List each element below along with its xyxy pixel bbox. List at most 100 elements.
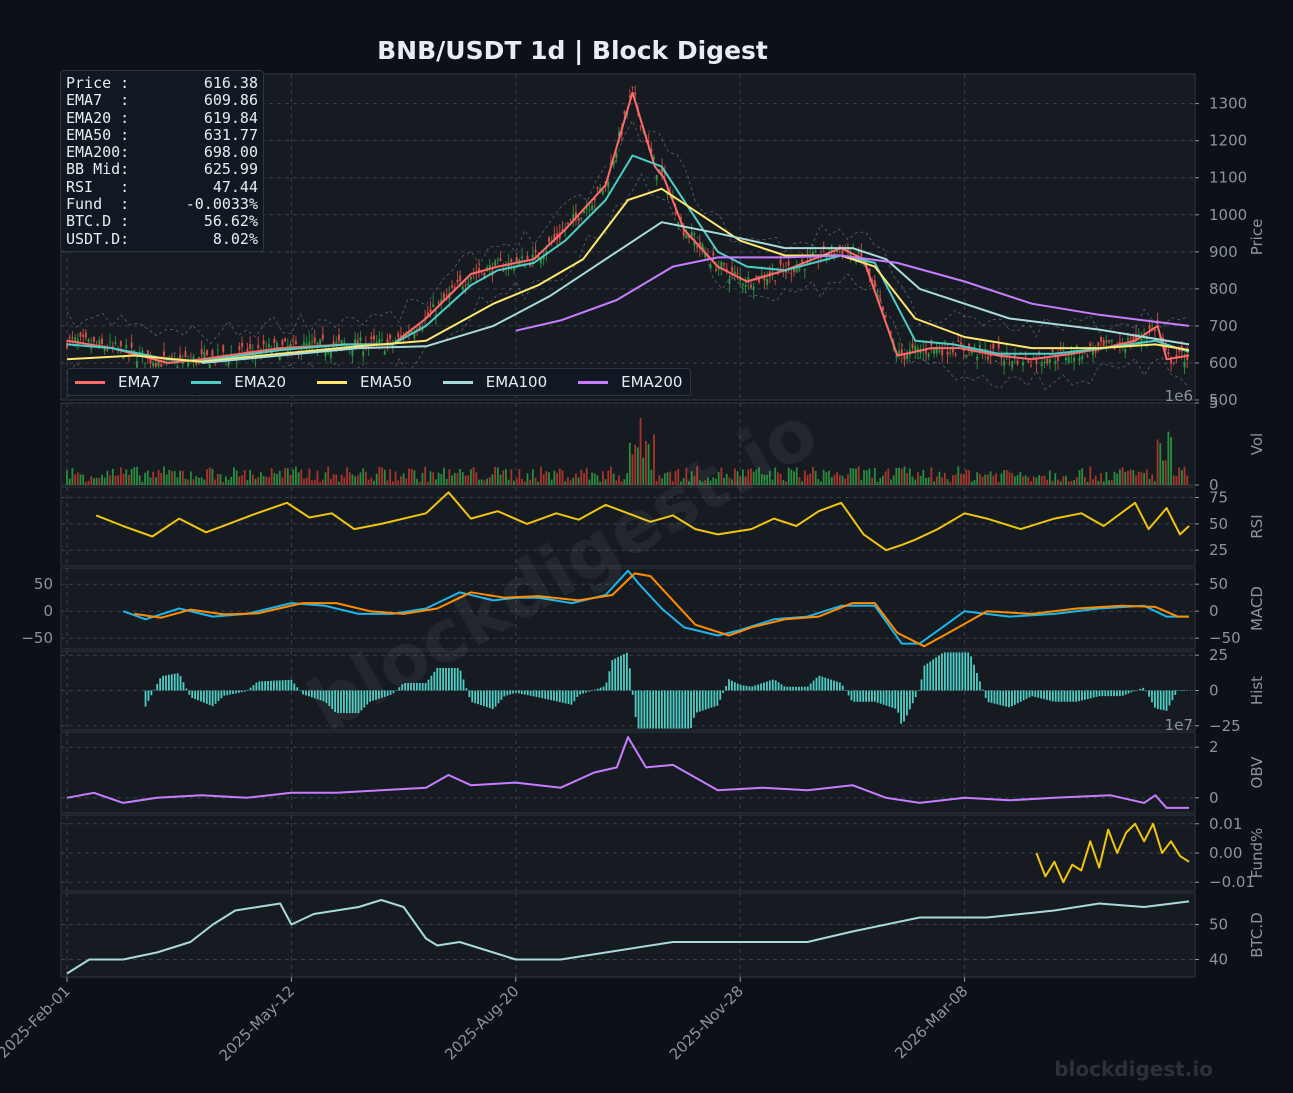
histogram-bar bbox=[179, 675, 182, 691]
histogram-bar bbox=[270, 680, 272, 691]
histogram-bar bbox=[278, 680, 281, 691]
stat-label: BTC.D : bbox=[66, 212, 130, 231]
volume-bar bbox=[690, 471, 693, 485]
volume-bar bbox=[806, 475, 809, 485]
candle-body bbox=[257, 345, 260, 349]
volume-bar bbox=[93, 478, 95, 485]
histogram-bar bbox=[395, 690, 398, 691]
candle-body bbox=[822, 245, 825, 248]
volume-bar bbox=[461, 472, 464, 485]
histogram-bar bbox=[331, 690, 334, 710]
volume-bar bbox=[192, 479, 195, 485]
candle-body bbox=[1011, 361, 1014, 368]
volume-bar bbox=[1145, 469, 1148, 485]
candle-body bbox=[1145, 337, 1148, 341]
volume-bar bbox=[332, 474, 335, 485]
y-tick-label: 2 bbox=[1209, 738, 1219, 756]
candle-body bbox=[884, 314, 887, 318]
volume-bar bbox=[426, 481, 429, 485]
candle-body bbox=[1073, 357, 1076, 362]
histogram-bar bbox=[500, 690, 503, 700]
histogram-bar bbox=[987, 690, 990, 703]
candle-body bbox=[141, 350, 144, 354]
volume-bar bbox=[1137, 471, 1140, 485]
panel-vol: 0 5 Vol 1e6 bbox=[60, 387, 1266, 494]
y-tick-label: 600 bbox=[1209, 354, 1238, 372]
volume-bar bbox=[1118, 469, 1121, 485]
candle-body bbox=[593, 198, 596, 201]
candle-body bbox=[784, 270, 787, 273]
candle-body bbox=[685, 234, 688, 239]
volume-bar bbox=[882, 475, 884, 485]
histogram-bar bbox=[672, 690, 675, 729]
histogram-bar bbox=[261, 681, 264, 691]
candle-body bbox=[879, 298, 882, 301]
volume-bar bbox=[133, 467, 136, 485]
volume-bar bbox=[187, 479, 190, 485]
volume-bar bbox=[111, 468, 114, 485]
histogram-bar bbox=[766, 681, 768, 691]
volume-bar bbox=[599, 481, 602, 485]
volume-bar bbox=[125, 469, 128, 485]
candle-body bbox=[510, 259, 513, 263]
histogram-bar bbox=[226, 690, 229, 696]
volume-bar bbox=[558, 468, 561, 485]
candle-body bbox=[873, 280, 876, 287]
histogram-bar bbox=[757, 684, 760, 691]
histogram-bar bbox=[795, 686, 797, 691]
volume-bar bbox=[917, 471, 919, 485]
volume-bar bbox=[208, 467, 211, 485]
volume-bar bbox=[230, 476, 233, 485]
candle-body bbox=[970, 351, 973, 354]
histogram-bar bbox=[319, 690, 322, 701]
panel-frame bbox=[60, 892, 1196, 978]
histogram-bar bbox=[967, 652, 970, 691]
volume-bar bbox=[914, 479, 917, 485]
volume-bar bbox=[636, 447, 639, 485]
histogram-bar bbox=[345, 690, 348, 714]
candle-body bbox=[203, 352, 206, 359]
volume-bar bbox=[564, 481, 567, 485]
volume-bar bbox=[919, 475, 922, 485]
stat-value: -0.0033% bbox=[185, 195, 258, 214]
histogram-bar bbox=[418, 682, 421, 691]
candle-body bbox=[644, 141, 647, 143]
volume-bar bbox=[79, 474, 82, 485]
candle-body bbox=[736, 273, 739, 275]
volume-bar bbox=[1030, 480, 1032, 485]
volume-bar bbox=[1156, 439, 1159, 485]
histogram-bar bbox=[383, 690, 386, 697]
stat-label: Fund : bbox=[66, 195, 130, 214]
histogram-bar bbox=[908, 690, 911, 710]
candle-body bbox=[720, 261, 723, 268]
candle-body bbox=[898, 350, 901, 355]
histogram-bar bbox=[162, 675, 164, 691]
candle-body bbox=[499, 258, 502, 262]
candle-body bbox=[995, 360, 998, 362]
histogram-bar bbox=[217, 690, 220, 702]
candle-body bbox=[857, 249, 860, 254]
candle-body bbox=[1043, 361, 1046, 364]
candle-body bbox=[206, 350, 209, 356]
volume-bar bbox=[206, 469, 208, 485]
stat-value: 619.84 bbox=[203, 108, 258, 127]
volume-bar bbox=[198, 477, 200, 485]
volume-bar bbox=[884, 471, 887, 485]
histogram-bar bbox=[1130, 690, 1133, 693]
volume-bar bbox=[817, 479, 820, 485]
volume-bar bbox=[612, 473, 615, 485]
candle-body bbox=[790, 273, 793, 275]
stats-row: RSI : 47.44 bbox=[66, 178, 258, 196]
volume-bar bbox=[472, 467, 475, 485]
histogram-bar bbox=[923, 665, 926, 691]
histogram-bar bbox=[1051, 690, 1054, 702]
series-line-ema20 bbox=[66, 154, 1190, 363]
histogram-bar bbox=[999, 690, 1002, 706]
volume-bar bbox=[693, 475, 696, 485]
candle-body bbox=[1048, 359, 1051, 364]
candle-body bbox=[701, 244, 704, 251]
histogram-bar bbox=[593, 689, 596, 691]
histogram-bar bbox=[302, 690, 304, 695]
volume-bar bbox=[327, 466, 330, 485]
histogram-bar bbox=[684, 690, 687, 729]
